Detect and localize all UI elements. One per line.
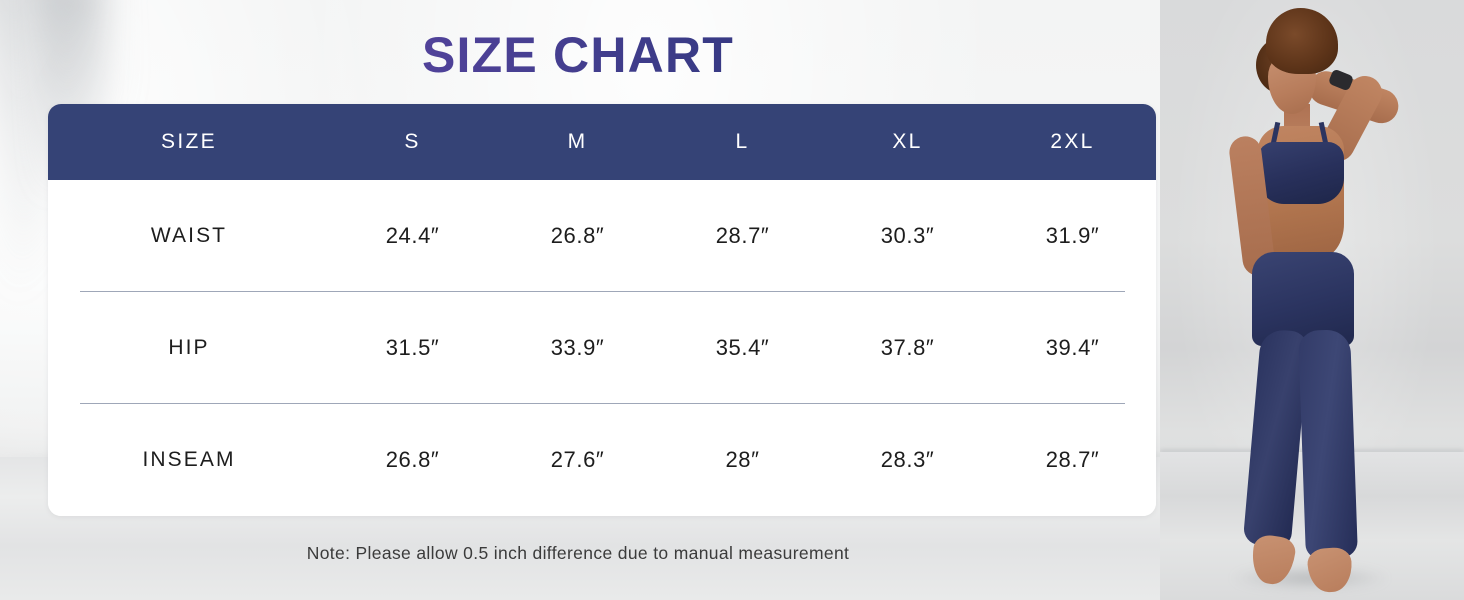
model-leggings-waistband	[1252, 252, 1354, 346]
size-chart-table: SIZE S M L XL 2XL WAIST 24.4″ 26.8″ 28.7…	[48, 104, 1156, 516]
page-title: SIZE CHART	[0, 28, 1156, 83]
cell-waist-l: 28.7″	[715, 223, 770, 248]
model-sports-bra	[1258, 142, 1344, 204]
table-row: HIP 31.5″ 33.9″ 35.4″ 37.8″ 39.4″	[48, 292, 1156, 404]
cell-inseam-2xl: 28.7″	[1045, 447, 1100, 472]
cell-inseam-s: 26.8″	[385, 447, 440, 472]
cell-hip-l: 35.4″	[715, 335, 770, 360]
column-header-xl: XL	[892, 130, 923, 153]
cell-waist-s: 24.4″	[385, 223, 440, 248]
cell-inseam-l: 28″	[725, 447, 760, 472]
model-photo	[1160, 0, 1464, 600]
cell-hip-s: 31.5″	[385, 335, 440, 360]
cell-waist-xl: 30.3″	[880, 223, 935, 248]
row-label-inseam: INSEAM	[142, 448, 236, 471]
column-header-l: L	[735, 130, 750, 153]
model-legging-leg-right	[1298, 329, 1358, 559]
column-header-s: S	[404, 130, 421, 153]
cell-waist-2xl: 31.9″	[1045, 223, 1100, 248]
table-header-row: SIZE S M L XL 2XL	[48, 104, 1156, 180]
cell-waist-m: 26.8″	[550, 223, 605, 248]
cell-hip-xl: 37.8″	[880, 335, 935, 360]
model-hair	[1266, 8, 1338, 74]
table-row: INSEAM 26.8″ 27.6″ 28″ 28.3″ 28.7″	[48, 404, 1156, 516]
cell-hip-2xl: 39.4″	[1045, 335, 1100, 360]
column-header-2xl: 2XL	[1050, 130, 1095, 153]
column-header-m: M	[567, 130, 588, 153]
row-label-hip: HIP	[168, 336, 210, 359]
table-row: WAIST 24.4″ 26.8″ 28.7″ 30.3″ 31.9″	[48, 180, 1156, 292]
cell-inseam-xl: 28.3″	[880, 447, 935, 472]
row-label-waist: WAIST	[150, 224, 228, 247]
cell-hip-m: 33.9″	[550, 335, 605, 360]
measurement-note: Note: Please allow 0.5 inch difference d…	[306, 543, 850, 563]
column-header-size: SIZE	[161, 130, 217, 153]
cell-inseam-m: 27.6″	[550, 447, 605, 472]
